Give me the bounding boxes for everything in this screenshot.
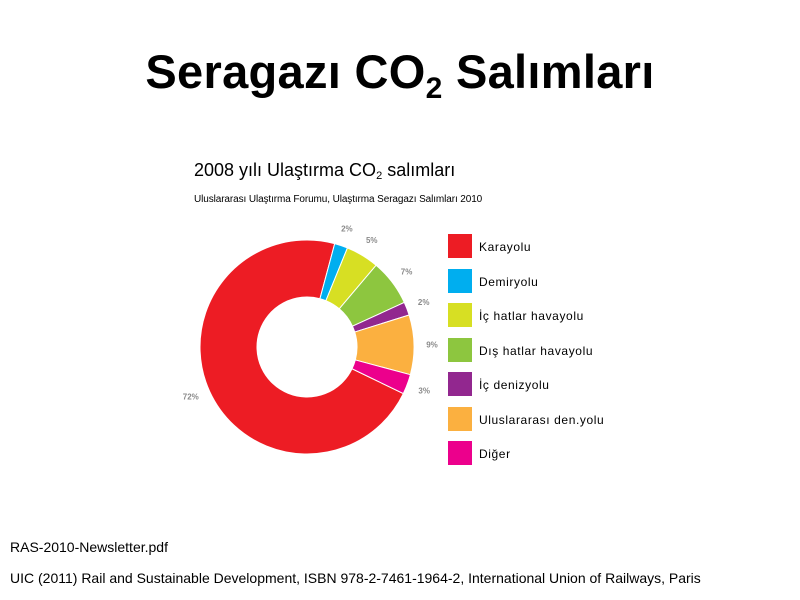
legend-item: Demiryolu bbox=[448, 268, 604, 304]
slice-label-7: 3% bbox=[418, 387, 430, 396]
legend-swatch bbox=[448, 372, 472, 396]
legend-swatch bbox=[448, 337, 472, 362]
slide-title: Seragazı CO2 Salımları bbox=[145, 45, 655, 105]
legend-item: Uluslararası den.yolu bbox=[448, 406, 605, 442]
legend-swatch bbox=[448, 303, 472, 327]
chart-subtitle: Uluslararası Ulaştırma Forumu, Ulaştırma… bbox=[194, 194, 483, 205]
legend-label: Dış hatlar havayolu bbox=[479, 343, 594, 358]
chart-title: 2008 yılı Ulaştırma CO2 salımları bbox=[194, 160, 456, 182]
legend-label: Uluslararası den.yolu bbox=[479, 412, 605, 427]
legend-item: Dış hatlar havayolu bbox=[448, 337, 604, 373]
legend-label: İç hatlar havayolu bbox=[479, 309, 584, 323]
legend-item: Diğer bbox=[448, 441, 604, 476]
source-note-citation: UIC (2011) Rail and Sustainable Developm… bbox=[10, 570, 701, 586]
chart-legend: Karayolu Demiryolu İç hatlar havayolu Dış h… bbox=[448, 234, 604, 476]
legend-label: İç denizyolu bbox=[479, 378, 550, 392]
slice-label-6: 9% bbox=[426, 340, 438, 349]
slice-label-5: 2% bbox=[418, 298, 430, 307]
legend-label: Karayolu bbox=[479, 240, 532, 254]
slice-label-3: 5% bbox=[366, 236, 378, 245]
legend-label: Diğer bbox=[479, 447, 511, 461]
donut-slice-7 bbox=[351, 359, 411, 395]
donut-slice-1 bbox=[199, 239, 405, 455]
slice-label-1: 72% bbox=[183, 393, 199, 402]
legend-item: İç denizyolu bbox=[448, 372, 604, 407]
slice-label-2: 2% bbox=[341, 225, 353, 234]
legend-label: Demiryolu bbox=[479, 274, 539, 289]
source-note-file: RAS-2010-Newsletter.pdf bbox=[10, 539, 168, 555]
legend-swatch bbox=[448, 268, 472, 293]
slice-label-4: 7% bbox=[401, 267, 413, 276]
legend-swatch bbox=[448, 441, 472, 465]
legend-item: Karayolu bbox=[448, 234, 604, 269]
legend-swatch bbox=[448, 406, 472, 431]
legend-item: İç hatlar havayolu bbox=[448, 303, 604, 338]
legend-swatch bbox=[448, 234, 472, 258]
